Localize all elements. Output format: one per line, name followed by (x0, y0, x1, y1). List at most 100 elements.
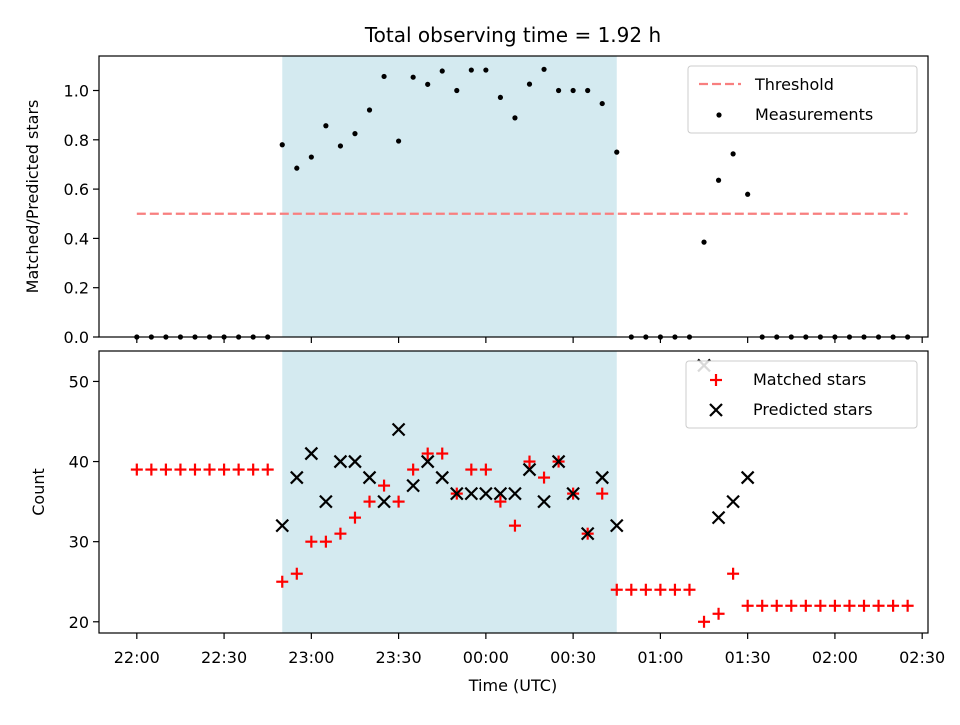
measurement-point (396, 138, 402, 144)
predicted-cross-b (537, 494, 551, 509)
matched-star-point (872, 599, 885, 612)
top-legend: Threshold Measurements (687, 65, 918, 134)
matched-star-point (276, 575, 289, 588)
predicted-star-point (435, 470, 450, 485)
predicted-star-point (726, 494, 740, 509)
predicted-star-point (711, 510, 726, 525)
x-tick-label: 00:30 (550, 648, 596, 667)
predicted-star-point (362, 470, 377, 485)
predicted-star-point (551, 454, 566, 469)
measurement-point (381, 73, 387, 80)
measurement-point (468, 67, 474, 73)
matched-star-point (785, 599, 798, 612)
measurement-point (294, 165, 300, 171)
matched-star-point (334, 527, 347, 540)
predicted-star-point (450, 486, 464, 501)
matched-star-point (218, 463, 231, 476)
matched-star-point (814, 599, 827, 612)
legend-measurements-swatch (716, 112, 722, 118)
predicted-star-point (333, 454, 348, 469)
matched-star-point (698, 615, 711, 628)
top-y-tick-label: 0.0 (64, 328, 89, 347)
matched-star-point (159, 463, 172, 476)
measurement-point (497, 94, 504, 101)
predicted-cross-b (450, 486, 464, 501)
x-tick-label: 23:00 (288, 648, 334, 667)
matched-star-point (290, 567, 303, 580)
measurement-point (541, 66, 547, 72)
x-tick-label: 02:00 (812, 648, 858, 667)
matched-star-point (887, 599, 900, 612)
predicted-cross-b (391, 422, 406, 437)
predicted-cross-b (464, 486, 479, 501)
predicted-cross-b (290, 470, 304, 485)
matched-star-point (319, 535, 332, 548)
predicted-star-point (493, 486, 508, 501)
measurement-point (352, 131, 358, 137)
matched-star-point (596, 487, 609, 500)
predicted-star-point (508, 486, 522, 501)
predicted-cross-b (609, 518, 624, 533)
predicted-cross-b (711, 510, 726, 525)
predicted-cross-b (522, 462, 537, 477)
predicted-star-point (348, 454, 362, 469)
matched-star-point (741, 599, 754, 612)
bottom-y-tick-label: 30 (69, 533, 89, 552)
matched-star-point (494, 495, 507, 508)
measurement-point (730, 151, 736, 157)
predicted-cross-b (479, 486, 493, 501)
predicted-star-point (420, 454, 435, 469)
matched-star-point (858, 599, 871, 612)
predicted-cross-b (566, 486, 580, 501)
measurement-point (439, 68, 445, 74)
measurement-point (308, 154, 314, 160)
matched-star-point (799, 599, 812, 612)
measurement-point (570, 87, 576, 94)
matched-star-point (828, 599, 841, 612)
predicted-star-point (522, 462, 537, 477)
measurement-point (279, 142, 285, 148)
x-axis-label: Time (UTC) (468, 676, 557, 695)
predicted-cross-b (420, 454, 435, 469)
matched-star-point (465, 463, 478, 476)
x-tick-label: 00:00 (463, 648, 509, 667)
predicted-cross-b (333, 454, 348, 469)
measurement-point (337, 143, 344, 149)
bottom-y-axis-label: Count (29, 468, 48, 516)
bottom-axes-frame (98, 350, 929, 634)
matched-star-point (348, 511, 361, 524)
x-tick-label: 02:30 (899, 648, 945, 667)
bottom-ticks: 20 30 40 50 22:00 22:30 23:00 23:30 00:00 00:30 01… (69, 372, 946, 667)
top-y-tick-label: 0.4 (64, 229, 89, 248)
matched-star-point (727, 567, 740, 580)
measurement-point (599, 100, 605, 107)
bottom-y-tick-label: 20 (69, 613, 89, 632)
matched-star-point (261, 463, 274, 476)
matched-star-point (479, 463, 492, 476)
matched-star-point (625, 583, 638, 596)
matched-star-point (130, 463, 143, 476)
predicted-cross-b (319, 494, 333, 509)
matched-star-point (538, 471, 551, 484)
matched-star-point (610, 583, 623, 596)
predicted-star-point (406, 478, 420, 493)
predicted-star-point (319, 494, 333, 509)
bottom-legend: Matched stars Predicted stars (685, 360, 918, 429)
x-tick-label: 01:30 (725, 648, 771, 667)
matched-star-point (436, 447, 449, 460)
matched-star-point (421, 447, 434, 460)
matched-star-point (770, 599, 783, 612)
chart-title: Total observing time = 1.92 h (364, 23, 661, 47)
measurement-point (483, 67, 489, 73)
matched-star-point (392, 495, 405, 508)
matched-star-point (232, 463, 245, 476)
measurement-point (454, 87, 460, 94)
predicted-cross-b (377, 494, 391, 509)
predicted-star-point (304, 446, 319, 461)
measurement-point (614, 149, 620, 155)
legend-predicted-swatch (709, 403, 723, 417)
matched-star-point (639, 583, 652, 596)
predicted-star-point (464, 486, 479, 501)
predicted-cross-b (348, 454, 362, 469)
predicted-cross-b (406, 478, 420, 493)
